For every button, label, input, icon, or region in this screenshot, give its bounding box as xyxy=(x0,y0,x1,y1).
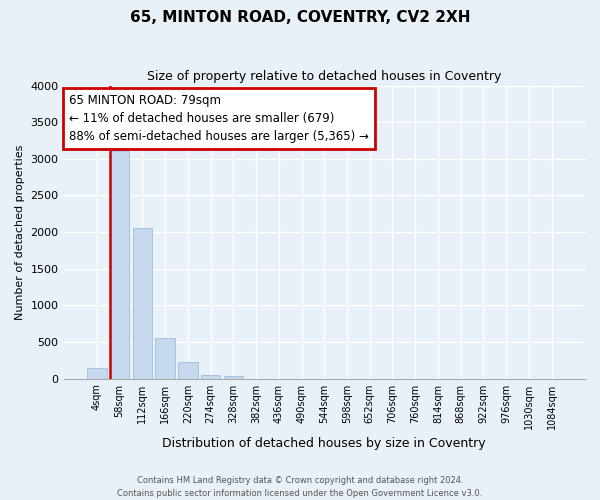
Bar xyxy=(87,368,107,378)
Title: Size of property relative to detached houses in Coventry: Size of property relative to detached ho… xyxy=(147,70,502,83)
Bar xyxy=(224,376,243,378)
Bar xyxy=(178,362,197,378)
Text: 65, MINTON ROAD, COVENTRY, CV2 2XH: 65, MINTON ROAD, COVENTRY, CV2 2XH xyxy=(130,10,470,25)
Bar xyxy=(201,374,220,378)
Bar xyxy=(110,152,130,378)
Text: Contains HM Land Registry data © Crown copyright and database right 2024.
Contai: Contains HM Land Registry data © Crown c… xyxy=(118,476,482,498)
Y-axis label: Number of detached properties: Number of detached properties xyxy=(15,144,25,320)
Text: 65 MINTON ROAD: 79sqm
← 11% of detached houses are smaller (679)
88% of semi-det: 65 MINTON ROAD: 79sqm ← 11% of detached … xyxy=(69,94,368,144)
Bar xyxy=(155,338,175,378)
X-axis label: Distribution of detached houses by size in Coventry: Distribution of detached houses by size … xyxy=(163,437,486,450)
Bar xyxy=(133,228,152,378)
